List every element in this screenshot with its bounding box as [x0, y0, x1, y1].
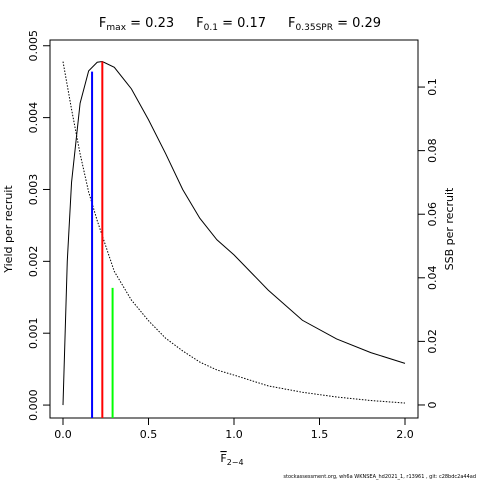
- title-symbol: F: [196, 16, 203, 31]
- x-tick-label: 1.5: [311, 428, 329, 441]
- series-line: [62, 61, 406, 404]
- y2-tick-label: 0: [426, 401, 439, 408]
- x-axis-label: F2−4: [220, 452, 243, 467]
- x-tick-label: 0.5: [140, 428, 158, 441]
- y2-tick-label: 0.06: [426, 202, 439, 227]
- footer: stockassessment.org, wh6a WKNSEA_hd2021_…: [283, 474, 476, 480]
- y2-tick-label: 0.08: [426, 138, 439, 163]
- series-line: [62, 61, 406, 406]
- x-label-subscript: 2−4: [227, 458, 244, 467]
- y2-tick-label: 0.02: [426, 329, 439, 354]
- y-tick-label: 0.001: [27, 317, 40, 349]
- y-tick-label: 0.002: [27, 246, 40, 278]
- plot-frame: [49, 39, 419, 419]
- y-tick-label: 0.004: [27, 102, 40, 134]
- y2-axis-label: SSB per recruit: [443, 187, 456, 270]
- title-symbol: F: [288, 16, 295, 31]
- title-subscript: 0.1: [204, 23, 218, 33]
- y-axis-label: Yield per recruit: [2, 185, 15, 274]
- chart-title: Fmax = 0.23 F0.1 = 0.17 F0.35SPR = 0.29: [99, 16, 381, 33]
- x-tick-label: 2.0: [396, 428, 414, 441]
- title-symbol: F: [99, 16, 106, 31]
- title-value: = 0.17: [218, 16, 266, 31]
- title-subscript: max: [106, 23, 126, 33]
- y-tick-label: 0.000: [27, 389, 40, 421]
- title-value: = 0.29: [333, 16, 381, 31]
- x-tick-label: 0.0: [54, 428, 72, 441]
- title-subscript: 0.35SPR: [296, 23, 333, 33]
- x-tick-label: 1.0: [225, 428, 243, 441]
- y2-tick-label: 0.04: [426, 266, 439, 291]
- y-tick-label: 0.005: [27, 30, 40, 62]
- y-tick-label: 0.003: [27, 174, 40, 206]
- title-value: = 0.23: [126, 16, 174, 31]
- y2-tick-label: 0.1: [426, 78, 439, 96]
- x-label-symbol: F: [220, 452, 226, 465]
